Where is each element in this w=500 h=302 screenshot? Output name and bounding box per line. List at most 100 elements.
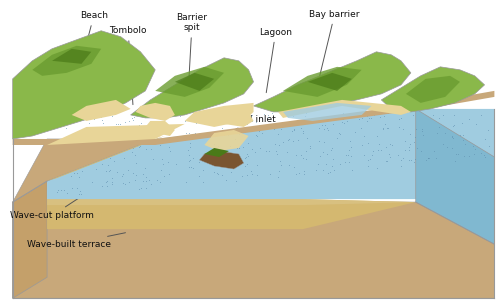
Point <box>448 135 456 140</box>
Point <box>142 186 150 191</box>
Point <box>160 122 168 127</box>
Point <box>382 159 390 163</box>
Point <box>343 118 351 123</box>
Point <box>112 121 120 126</box>
Point <box>62 140 70 145</box>
Point <box>195 174 203 179</box>
Point <box>275 143 283 148</box>
Point <box>342 153 350 157</box>
Point <box>336 161 344 166</box>
Point <box>74 133 82 138</box>
Text: Beach: Beach <box>72 11 108 97</box>
Point <box>316 115 324 120</box>
Point <box>105 168 113 173</box>
Point <box>324 170 332 175</box>
Point <box>360 153 368 157</box>
Point <box>108 114 116 119</box>
Point <box>200 168 207 172</box>
Point <box>252 172 260 177</box>
Point <box>314 138 322 143</box>
Point <box>108 149 116 154</box>
Point <box>114 149 122 154</box>
Point <box>360 134 368 139</box>
Point <box>185 164 193 169</box>
Point <box>277 162 285 167</box>
Point <box>210 169 218 174</box>
Point <box>78 169 86 173</box>
Point <box>64 136 72 140</box>
Point <box>82 151 90 156</box>
Point <box>380 114 388 118</box>
Point <box>198 179 206 184</box>
Point <box>102 179 110 184</box>
Text: Barrier
spit: Barrier spit <box>176 13 208 108</box>
Point <box>396 116 404 120</box>
Point <box>158 157 166 162</box>
Point <box>266 149 274 153</box>
Point <box>330 157 338 162</box>
Point <box>156 123 164 128</box>
Point <box>406 142 414 147</box>
Point <box>158 162 166 166</box>
Point <box>448 134 456 139</box>
Point <box>439 113 447 117</box>
Point <box>153 178 161 183</box>
Point <box>156 142 164 147</box>
Point <box>85 120 93 125</box>
Point <box>228 126 236 131</box>
Point <box>142 147 150 152</box>
Point <box>62 152 70 157</box>
Point <box>418 127 426 131</box>
Point <box>127 130 135 135</box>
Point <box>98 161 106 166</box>
Polygon shape <box>200 151 244 169</box>
Point <box>468 143 476 148</box>
Point <box>221 163 229 168</box>
Point <box>264 113 272 118</box>
Polygon shape <box>72 100 130 121</box>
Point <box>73 171 81 176</box>
Point <box>241 163 249 168</box>
Point <box>160 174 168 178</box>
Polygon shape <box>47 199 416 229</box>
Point <box>198 156 206 161</box>
Point <box>232 121 240 126</box>
Point <box>213 130 221 134</box>
Point <box>266 172 274 176</box>
Point <box>324 152 332 156</box>
Point <box>62 117 70 122</box>
Point <box>141 165 149 170</box>
Polygon shape <box>308 73 352 91</box>
Point <box>78 129 86 133</box>
Point <box>212 156 220 161</box>
Point <box>88 179 96 184</box>
Point <box>458 120 466 125</box>
Text: Bay barrier: Bay barrier <box>310 10 360 93</box>
Point <box>384 110 392 115</box>
Point <box>135 123 143 127</box>
Point <box>258 131 266 136</box>
Point <box>128 171 136 175</box>
Point <box>108 182 116 186</box>
Point <box>114 122 122 127</box>
Point <box>480 137 488 142</box>
Point <box>289 113 297 118</box>
Point <box>316 154 324 159</box>
Point <box>348 168 356 173</box>
Point <box>444 145 452 150</box>
Point <box>90 116 98 121</box>
Point <box>299 131 307 136</box>
Point <box>386 142 394 147</box>
Point <box>448 136 456 141</box>
Polygon shape <box>12 202 494 298</box>
Point <box>358 142 366 147</box>
Point <box>186 158 194 162</box>
Point <box>147 182 155 186</box>
Point <box>214 172 222 176</box>
Point <box>271 141 279 146</box>
Point <box>187 164 195 169</box>
Point <box>330 168 338 172</box>
Point <box>324 128 332 133</box>
Point <box>156 168 164 173</box>
Point <box>236 110 244 115</box>
